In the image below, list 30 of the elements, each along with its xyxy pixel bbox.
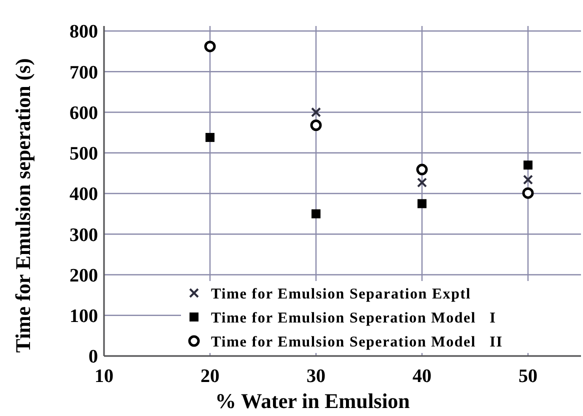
y-tick-label: 300	[70, 224, 98, 246]
y-tick-label: 400	[70, 184, 98, 206]
point	[522, 187, 534, 199]
x-tick-label: 20	[200, 366, 220, 387]
x-tick-label: 40	[412, 366, 432, 387]
y-tick-label: 700	[70, 62, 98, 84]
y-tick-label: 0	[88, 346, 98, 368]
point	[418, 199, 426, 208]
point	[523, 174, 533, 185]
y-tick-label: 500	[70, 144, 98, 165]
legend-label: Time for Emulsion Separation Exptl	[211, 286, 472, 302]
y-axis-title: Time for Emulsion seperation (s)	[11, 58, 35, 353]
y-tick-label: 100	[70, 306, 98, 328]
point	[312, 209, 320, 218]
point	[311, 107, 321, 118]
legend-label: Time for Emulsion Seperation Model I	[211, 310, 496, 326]
y-tick-label: 600	[70, 102, 98, 124]
point	[310, 120, 322, 131]
point	[204, 40, 216, 52]
x-tick-label: 10	[94, 366, 114, 387]
legend-label: Time for Emulsion Seperation Model II	[211, 334, 503, 350]
point	[416, 164, 428, 176]
y-tick-label: 800	[70, 22, 98, 43]
x-tick-label: 50	[518, 366, 538, 387]
x-axis-title: % Water in Emulsion	[215, 389, 410, 413]
point	[524, 160, 532, 170]
point	[206, 132, 214, 142]
point	[417, 178, 427, 188]
x-tick-label: 30	[306, 366, 326, 387]
y-tick-label: 200	[70, 265, 98, 286]
